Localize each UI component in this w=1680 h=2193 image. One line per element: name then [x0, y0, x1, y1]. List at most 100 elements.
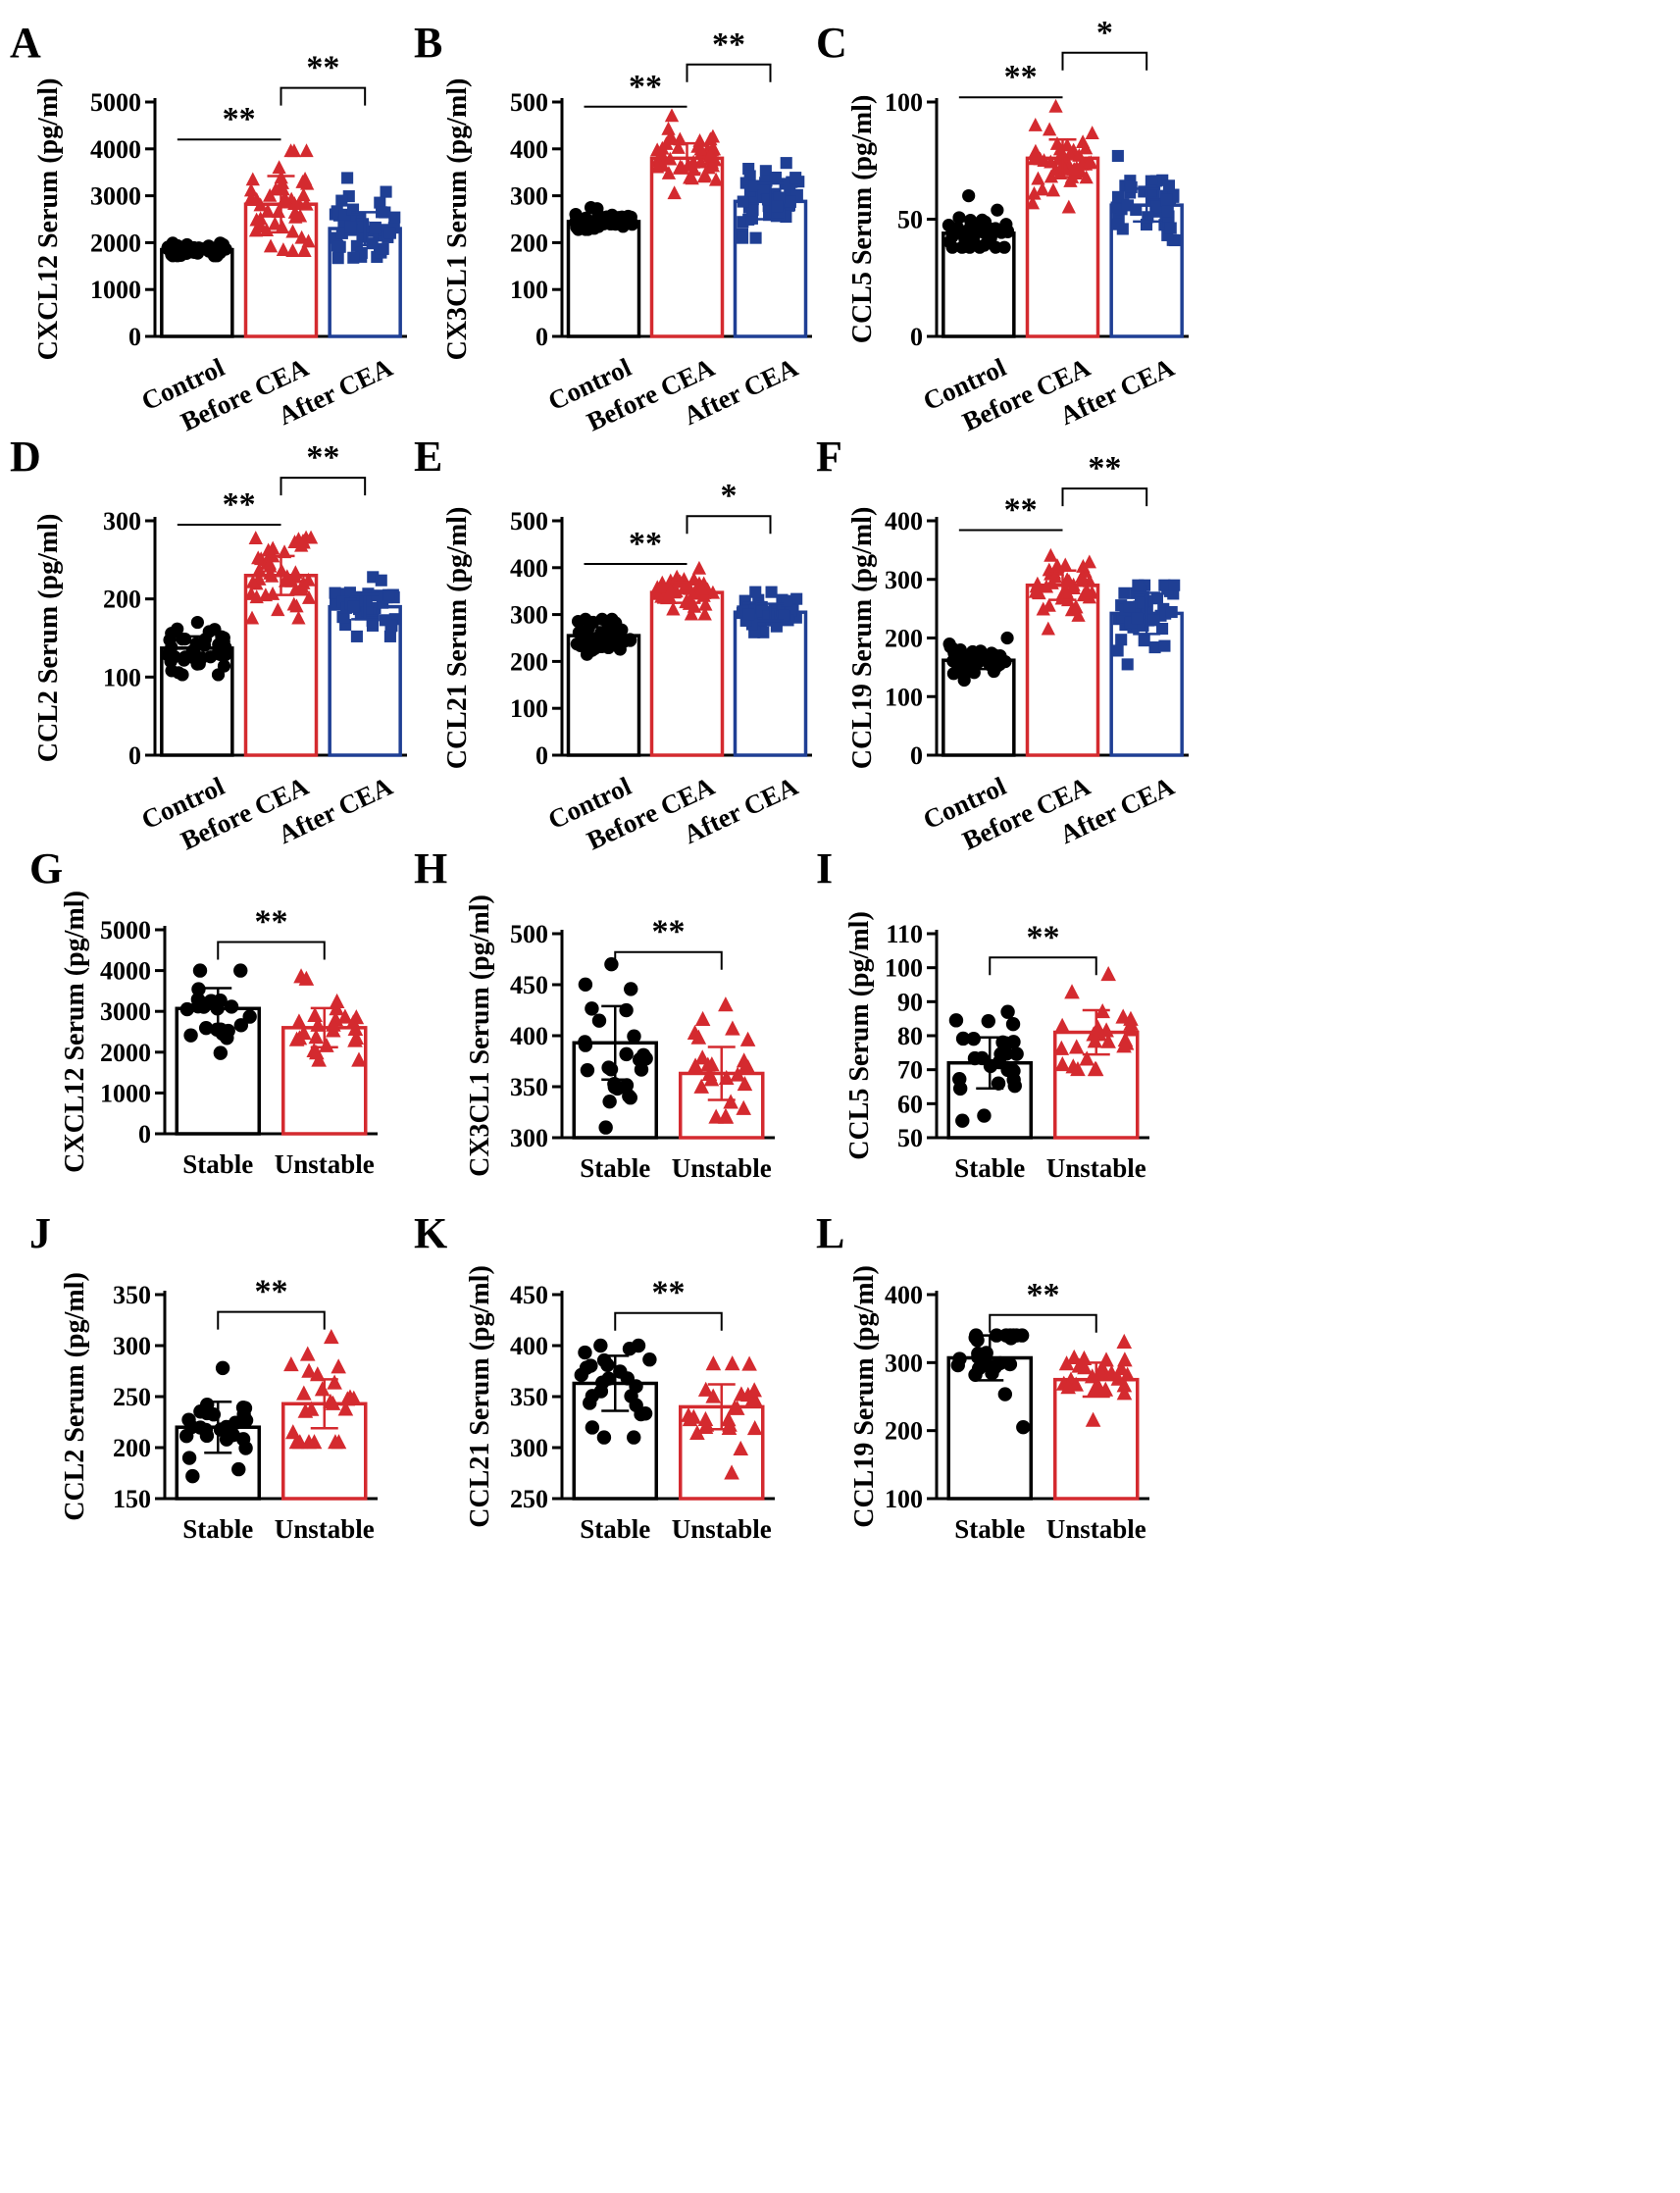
data-point — [324, 1329, 339, 1345]
data-point — [310, 1366, 326, 1382]
data-point — [952, 1352, 967, 1366]
data-point — [736, 1099, 752, 1115]
data-point — [1000, 225, 1015, 238]
data-point — [291, 196, 306, 210]
data-point — [598, 627, 612, 640]
data-point — [703, 1071, 720, 1087]
data-point — [1165, 605, 1178, 619]
data-points — [244, 530, 319, 625]
y-tick-label: 100 — [103, 663, 141, 691]
data-point — [245, 172, 260, 186]
data-point — [1115, 634, 1128, 646]
data-point — [276, 181, 290, 196]
data-point — [377, 242, 389, 255]
data-point — [331, 1358, 346, 1374]
data-point — [249, 191, 264, 206]
data-point — [380, 185, 392, 198]
data-point — [264, 568, 280, 583]
data-point — [366, 616, 380, 629]
data-point — [1069, 599, 1084, 614]
data-point — [1071, 608, 1086, 622]
data-points — [736, 586, 803, 638]
data-point — [663, 583, 678, 597]
y-tick-label: 400 — [510, 1022, 548, 1050]
data-point — [737, 216, 749, 229]
data-point — [593, 1338, 608, 1353]
data-point — [245, 574, 261, 588]
data-point — [1009, 1328, 1024, 1343]
data-point — [383, 630, 396, 642]
data-point — [574, 1367, 588, 1383]
data-point — [616, 220, 630, 233]
data-point — [1111, 644, 1124, 657]
data-point — [1031, 171, 1045, 185]
data-point — [1085, 1411, 1101, 1427]
data-point — [952, 1081, 968, 1096]
panel-letter: J — [29, 1209, 51, 1257]
data-point — [286, 143, 302, 158]
data-point — [697, 1410, 714, 1426]
data-point — [1044, 547, 1058, 562]
data-point — [249, 212, 264, 227]
data-point — [1039, 579, 1054, 593]
data-point — [215, 1360, 230, 1376]
y-tick-label: 300 — [885, 1349, 923, 1377]
data-point — [759, 165, 772, 178]
data-point — [623, 1091, 637, 1105]
data-point — [215, 633, 229, 647]
data-point — [1087, 1033, 1103, 1048]
y-tick-label: 400 — [885, 507, 923, 536]
bar-control — [160, 247, 234, 338]
data-points — [649, 560, 721, 621]
y-tick-label: 300 — [510, 1434, 548, 1462]
data-point — [705, 1388, 722, 1403]
data-point — [1000, 631, 1014, 645]
y-tick-label: 450 — [510, 1281, 548, 1309]
data-point — [204, 650, 218, 664]
data-point — [214, 236, 228, 250]
data-point — [1016, 1420, 1031, 1435]
data-point — [258, 587, 274, 602]
data-point — [969, 1328, 984, 1343]
data-point — [221, 1023, 235, 1039]
data-point — [168, 649, 181, 664]
data-point — [163, 633, 177, 647]
data-point — [213, 1422, 229, 1437]
data-point — [213, 993, 228, 1008]
data-point — [627, 1430, 641, 1445]
data-point — [202, 244, 216, 258]
data-point — [1009, 1046, 1024, 1061]
data-point — [684, 606, 699, 621]
data-point — [661, 166, 677, 179]
x-category-label: Stable — [580, 1153, 650, 1183]
data-point — [1058, 557, 1073, 572]
data-point — [681, 1406, 696, 1422]
data-point — [379, 206, 391, 219]
panel-k: K CCL21 Serum (pg/ml) 250 300 350 400 450 Stabl… — [414, 1209, 775, 1544]
data-point — [248, 531, 263, 544]
data-point — [192, 963, 208, 978]
y-tick-label: 400 — [510, 554, 548, 583]
data-point — [1045, 182, 1061, 197]
data-point — [346, 203, 360, 216]
data-point — [251, 550, 266, 565]
data-point — [1082, 155, 1096, 170]
data-point — [636, 1047, 651, 1062]
data-point — [1027, 151, 1042, 166]
y-tick-label: 100 — [885, 88, 923, 117]
data-point — [789, 172, 802, 184]
data-point — [347, 1020, 364, 1037]
data-point — [1048, 98, 1063, 113]
data-point — [335, 194, 348, 207]
data-point — [1116, 1385, 1133, 1401]
data-point — [288, 565, 303, 580]
x-category-label: Stable — [954, 1514, 1025, 1544]
data-point — [1006, 1035, 1021, 1049]
data-point — [942, 235, 956, 249]
data-point — [666, 601, 681, 616]
data-point — [193, 1404, 208, 1419]
data-point — [332, 240, 345, 253]
data-point — [604, 957, 619, 972]
bar-control — [566, 220, 641, 338]
